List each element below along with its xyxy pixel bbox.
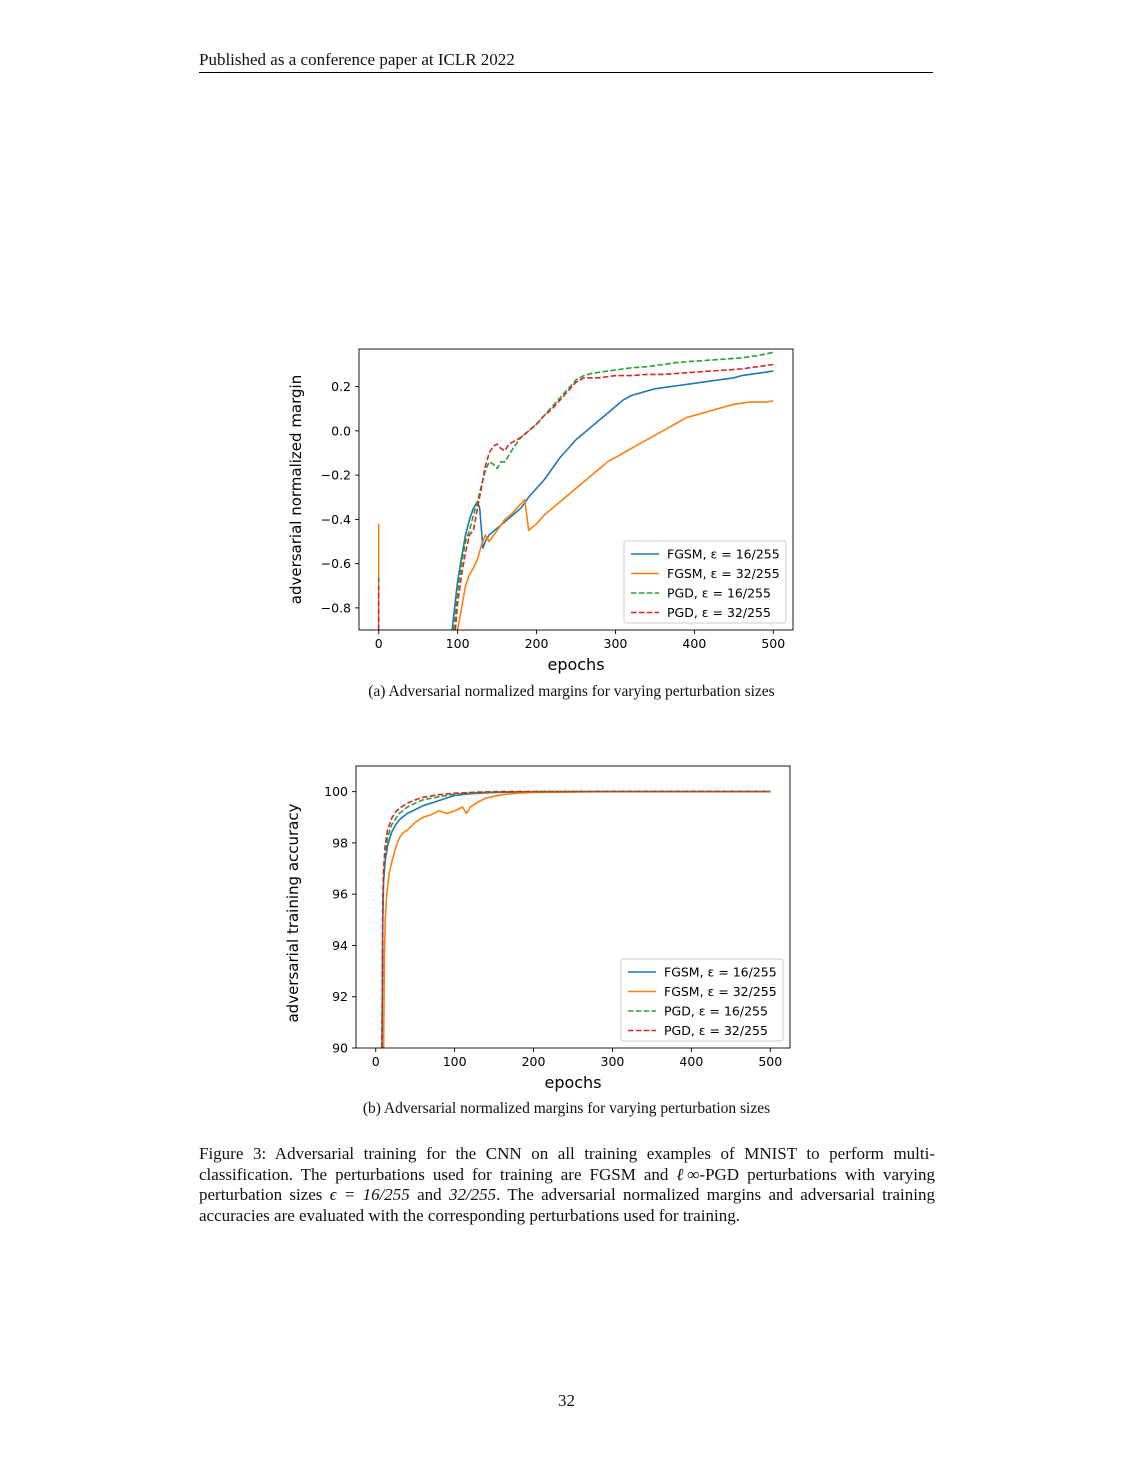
legend-label: PGD, ε = 32/255	[667, 605, 771, 620]
x-tick-label: 500	[758, 1054, 782, 1069]
series-line-3	[381, 790, 771, 1048]
series-line-1	[456, 400, 774, 630]
y-tick-label: 0.0	[331, 423, 351, 438]
figure-a-margin-chart: 0 100 200 300 400 500 −0.8 −0.6 −0.4 −0.2 0.0 0.2 ep…	[287, 348, 794, 674]
figure-caption: Figure 3: Adversarial training for the C…	[199, 1144, 935, 1226]
x-tick-label: 0	[375, 636, 383, 651]
series-line-2	[452, 351, 774, 630]
x-axis-label: epochs	[547, 655, 604, 674]
y-tick-label: −0.4	[321, 512, 351, 527]
plot-frame	[358, 348, 794, 631]
x-tick-label: 100	[446, 636, 470, 651]
caption-text-3: and	[409, 1185, 449, 1204]
y-tick-label: 0.2	[331, 379, 351, 394]
y-tick-label: 90	[332, 1041, 348, 1056]
legend	[623, 540, 787, 624]
legend-label: PGD, ε = 32/255	[664, 1023, 768, 1038]
caption-label: Figure 3:	[199, 1144, 267, 1163]
caption-math-eps: ϵ = 16/255	[329, 1185, 410, 1204]
running-header: Published as a conference paper at ICLR …	[199, 49, 933, 73]
y-tick-label: −0.6	[321, 556, 351, 571]
y-tick-label: 100	[324, 784, 348, 799]
page-number: 32	[558, 1391, 575, 1410]
y-axis-label: adversarial normalized margin	[287, 375, 305, 604]
legend-label: FGSM, ε = 32/255	[664, 984, 777, 999]
legend-label: PGD, ε = 16/255	[667, 586, 771, 601]
series-line-1	[382, 790, 771, 1048]
y-tick-label: 96	[332, 887, 348, 902]
x-tick-label: 0	[372, 1054, 380, 1069]
y-tick-label: 92	[332, 989, 348, 1004]
subcaption-a: (a) Adversarial normalized margins for v…	[368, 683, 775, 700]
caption-text-4: . The adversarial normalized margins and…	[199, 1185, 936, 1225]
x-tick-label: 300	[604, 636, 628, 651]
series-line-3	[454, 363, 774, 630]
caption-math-linf: ℓ∞	[676, 1164, 700, 1184]
legend-label: FGSM, ε = 16/255	[664, 965, 777, 980]
x-tick-label: 300	[601, 1054, 625, 1069]
x-tick-label: 500	[761, 636, 785, 651]
y-tick-label: −0.2	[321, 468, 351, 483]
y-axis-label: adversarial training accuracy	[284, 803, 302, 1022]
x-axis-label: epochs	[544, 1073, 601, 1092]
legend-label: FGSM, ε = 32/255	[667, 566, 780, 581]
y-tick-label: 98	[332, 835, 348, 850]
figure-b-accuracy-chart: 0 100 200 300 400 500 90 92 94 96 98 100 epochs adver…	[284, 765, 791, 1092]
x-tick-label: 200	[522, 1054, 546, 1069]
legend	[620, 958, 784, 1042]
x-tick-label: 400	[682, 636, 706, 651]
x-tick-label: 100	[443, 1054, 467, 1069]
caption-math-32: 32/255	[448, 1185, 497, 1204]
caption-text-1: Adversarial training for the CNN on all …	[199, 1144, 936, 1184]
subcaption-b: (b) Adversarial normalized margins for v…	[362, 1100, 771, 1117]
legend-label: PGD, ε = 16/255	[664, 1004, 768, 1019]
y-tick-label: −0.8	[321, 600, 351, 615]
x-tick-label: 400	[679, 1054, 703, 1069]
y-tick-label: 94	[332, 938, 348, 953]
series-line-0	[451, 370, 774, 630]
legend-label: FGSM, ε = 16/255	[667, 547, 780, 562]
x-tick-label: 200	[525, 636, 549, 651]
caption-text-2: -PGD perturbations with varying perturba…	[199, 1164, 935, 1205]
plot-frame	[355, 765, 791, 1049]
